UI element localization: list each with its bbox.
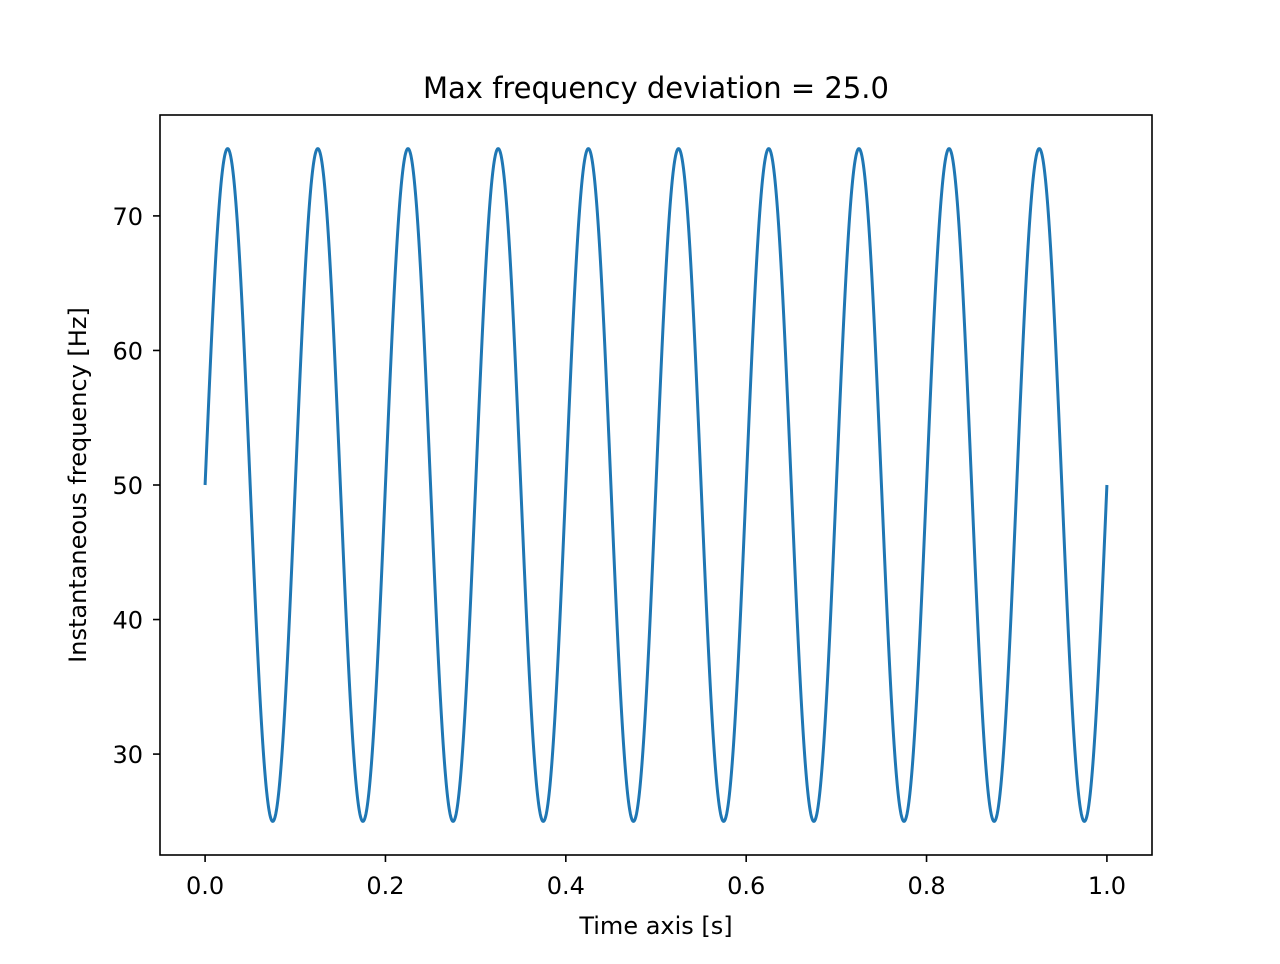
x-axis-label: Time axis [s] — [578, 912, 732, 940]
x-tick-label: 0.2 — [366, 872, 404, 900]
plot-area — [203, 147, 1109, 823]
y-tick-label: 40 — [112, 607, 143, 635]
y-axis-ticks: 30 40 50 60 70 — [112, 203, 160, 769]
x-tick-label: 1.0 — [1088, 872, 1126, 900]
series-line-0 — [203, 147, 1109, 823]
y-tick-label: 60 — [112, 337, 143, 365]
chart-title: Max frequency deviation = 25.0 — [423, 71, 889, 105]
y-tick-label: 30 — [112, 741, 143, 769]
y-axis-label: Instantaneous frequency [Hz] — [64, 307, 92, 663]
x-tick-label: 0.4 — [547, 872, 585, 900]
y-tick-label: 70 — [112, 203, 143, 231]
x-tick-label: 0.0 — [186, 872, 224, 900]
x-tick-label: 0.6 — [727, 872, 765, 900]
x-tick-label: 0.8 — [907, 872, 945, 900]
x-axis-ticks: 0.0 0.2 0.4 0.6 0.8 1.0 — [186, 855, 1126, 900]
y-tick-label: 50 — [112, 472, 143, 500]
axes-frame — [159, 114, 1153, 856]
